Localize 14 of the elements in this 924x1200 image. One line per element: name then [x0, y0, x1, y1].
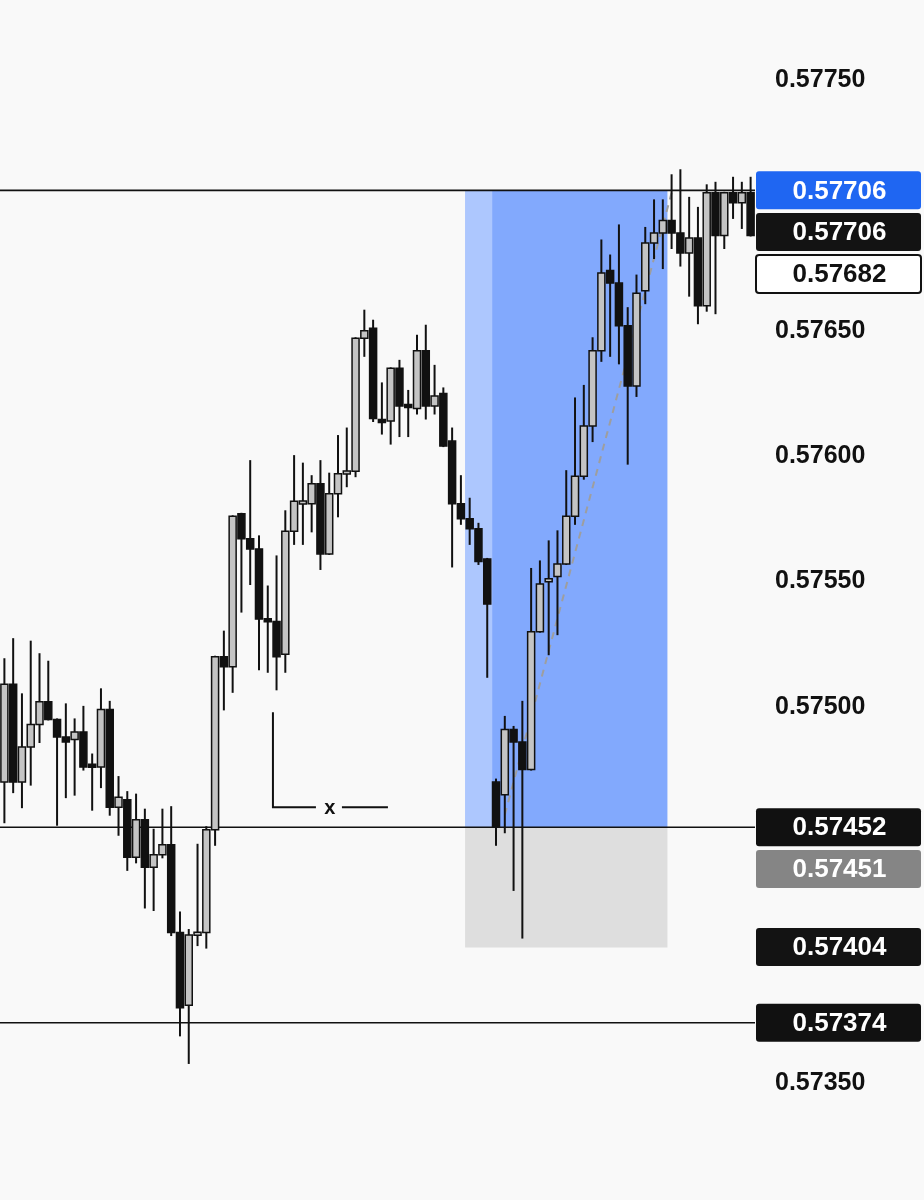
ref-line-label: 0.57452 [792, 811, 887, 842]
text: 0.57682 [792, 258, 887, 289]
annotation: x [324, 795, 336, 818]
y-tick-label: 0.57350 [775, 1066, 866, 1095]
y-tick-label: 0.57750 [775, 63, 866, 92]
ref-line-label: 0.57374 [792, 1006, 888, 1037]
y-tick-label: 0.57650 [775, 314, 866, 343]
text: 0.57706 [792, 216, 887, 247]
ref-line-label: 0.57706 [792, 174, 887, 205]
y-tick-label: 0.57500 [775, 690, 866, 719]
y-tick-label: 0.57600 [775, 440, 866, 469]
text: 0.57451 [792, 853, 887, 884]
text: 0.57404 [792, 931, 888, 962]
y-tick-label: 0.57550 [775, 565, 866, 594]
